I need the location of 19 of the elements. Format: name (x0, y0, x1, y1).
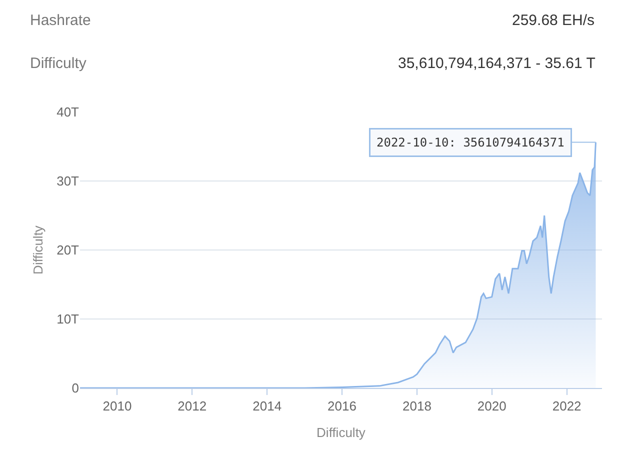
y-tick-label: 40T (56, 104, 80, 120)
text: Hashrate (30, 12, 91, 29)
text: Difficulty (30, 55, 87, 72)
y-axis-title: Difficulty (30, 225, 46, 274)
x-tick-label: 2012 (178, 398, 207, 414)
annotation: 2022-10-10: 35610794164371 (376, 136, 564, 150)
y-tick-label: 20T (56, 242, 80, 258)
x-axis-title: Difficulty (316, 425, 366, 440)
text: 259.68 EH/s (512, 12, 595, 29)
y-tick-label: 10T (56, 312, 80, 327)
text: 35,610,794,164,371 - 35.61 T (398, 55, 596, 72)
x-tick-label: 2018 (402, 398, 432, 414)
y-tick-label: 30T (56, 174, 80, 189)
x-tick-label: 2020 (477, 398, 506, 414)
x-tick-label: 2016 (328, 398, 356, 414)
x-tick-label: 2014 (252, 398, 282, 414)
x-tick-label: 2022 (552, 398, 582, 414)
x-tick-label: 2010 (102, 398, 132, 414)
y-tick-label: 0 (72, 380, 79, 396)
